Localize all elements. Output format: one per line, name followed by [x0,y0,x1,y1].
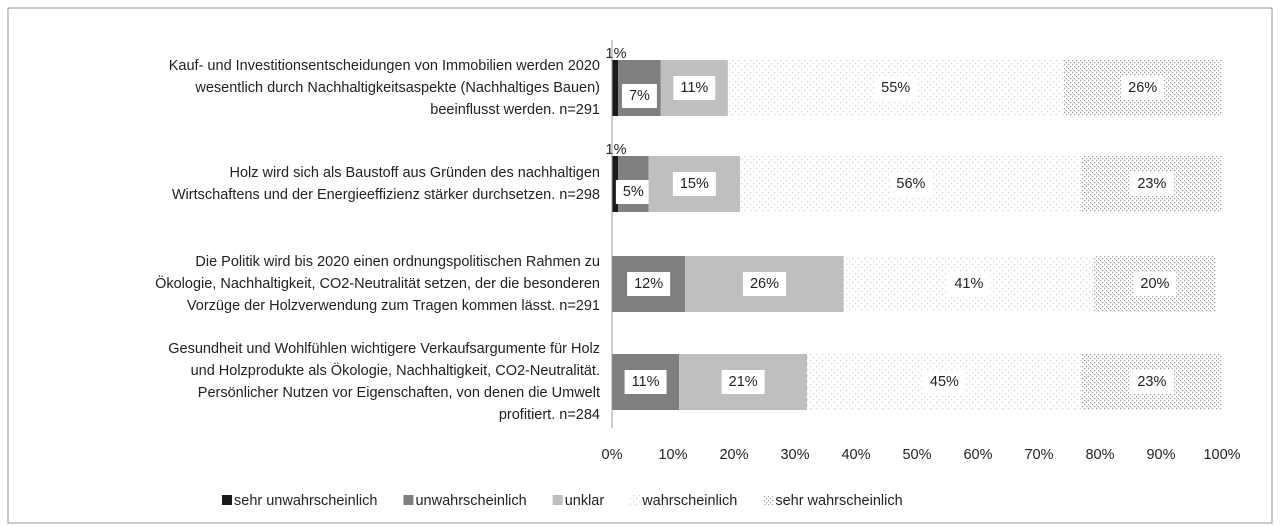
value-label: 11% [680,80,708,96]
legend-label: wahrscheinlich [641,493,737,509]
value-label: 41% [954,276,983,292]
value-label: 20% [1140,276,1169,292]
value-label-box [742,272,787,296]
value-label: 21% [729,374,758,390]
x-tick-label: 40% [841,447,870,463]
value-label: 23% [1137,374,1166,390]
value-label: 55% [881,80,910,96]
value-label-box [1121,76,1165,100]
x-tick-label: 20% [719,447,748,463]
value-label-box [615,180,651,204]
value-label-box [889,172,933,196]
value-label-box [672,172,716,196]
value-label-box [673,76,716,100]
value-label: 5% [623,184,644,200]
x-tick-label: 100% [1203,447,1240,463]
value-label-box [624,370,667,394]
bar-segment [612,156,619,212]
value-label-box [621,84,657,108]
legend-label: sehr unwahrscheinlich [234,493,377,509]
value-label: 26% [1128,80,1157,96]
x-tick-label: 80% [1085,447,1114,463]
value-label-box [1130,370,1174,394]
category-label: Kauf- und Investitionsentscheidungen von… [169,58,600,118]
x-tick-label: 30% [780,447,809,463]
category-label: Die Politik wird bis 2020 einen ordnungs… [155,254,600,314]
x-tick-label: 70% [1024,447,1053,463]
x-tick-label: 90% [1146,447,1175,463]
legend-label: sehr wahrscheinlich [775,493,902,509]
legend-marker [403,495,414,505]
bar-segment [612,60,619,116]
x-tick-label: 0% [602,447,623,463]
x-tick-label: 60% [963,447,992,463]
x-tick-label: 10% [658,447,687,463]
legend-marker [552,495,563,505]
value-label: 11% [632,374,660,390]
value-label: 45% [930,374,959,390]
value-label: 12% [634,276,663,292]
value-label: 56% [896,176,925,192]
value-label: 26% [750,276,779,292]
value-label-box [721,370,765,394]
value-label-box [922,370,966,394]
category-label: Gesundheit und Wohlfühlen wichtigere Ver… [168,341,600,423]
category-label: Holz wird sich als Baustoff aus Gründen … [172,165,600,203]
value-label-box [874,76,918,100]
legend-marker [222,495,232,505]
value-label: 1% [606,142,627,158]
value-label: 7% [629,88,650,104]
value-label-box [1130,172,1174,196]
legend-marker [763,495,774,505]
value-label: 1% [606,46,627,62]
value-label: 23% [1137,176,1166,192]
legend-marker [630,495,641,505]
value-label-box [1133,272,1177,296]
x-tick-label: 50% [902,447,931,463]
value-label-box [947,272,991,296]
legend-label: unklar [565,493,605,509]
legend-label: unwahrscheinlich [415,493,526,509]
value-label-box [627,272,671,296]
value-label: 15% [680,176,709,192]
